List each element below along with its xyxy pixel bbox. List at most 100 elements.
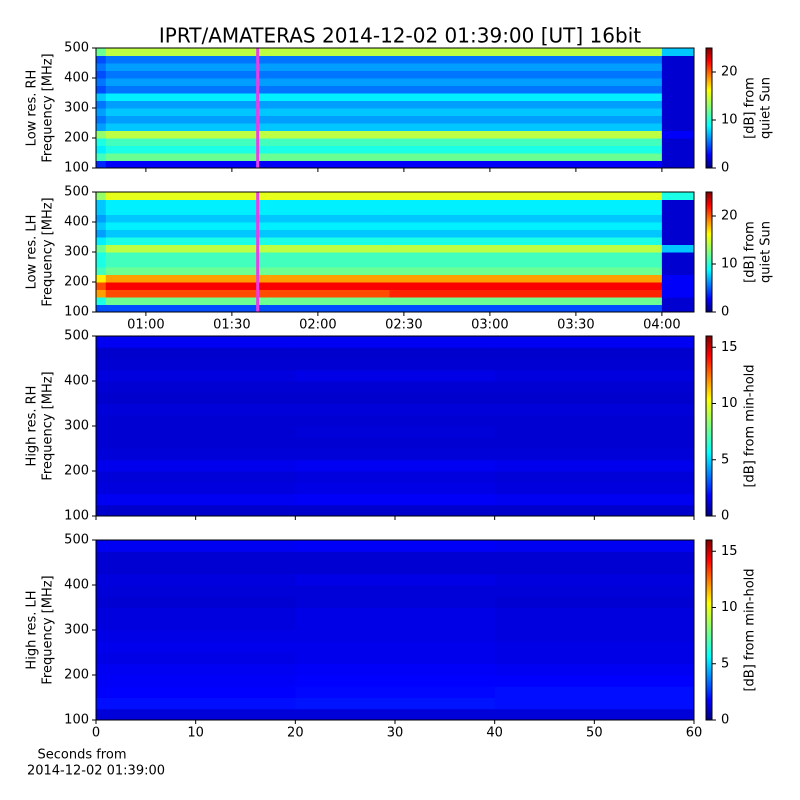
heatmap-cell — [661, 115, 695, 124]
heatmap-cell — [661, 123, 695, 131]
heatmap-cell — [661, 70, 695, 79]
heatmap-cell — [494, 641, 695, 653]
y-tick-label: 500 — [64, 533, 89, 548]
heatmap-cell — [96, 244, 107, 253]
heatmap-cell — [494, 459, 695, 472]
heatmap-cell — [96, 641, 296, 653]
heatmap-cell — [295, 381, 496, 393]
heatmap-cell — [661, 55, 695, 64]
colorbar-tick-label: 20 — [721, 209, 738, 224]
heatmap-cell — [105, 130, 391, 139]
heatmap-cell — [494, 585, 695, 597]
x-tick-label: 02:30 — [385, 318, 422, 333]
heatmap-cell — [295, 369, 496, 382]
colorbar-tick-label: 10 — [721, 257, 738, 272]
heatmap-cell — [494, 414, 695, 427]
heatmap-cell — [295, 347, 496, 359]
heatmap-cell — [96, 392, 296, 404]
heatmap-cell — [295, 504, 496, 517]
heatmap-cell — [389, 282, 663, 290]
heatmap-cell — [295, 471, 496, 483]
heatmap-cell — [661, 100, 695, 109]
heatmap-cell — [105, 138, 391, 146]
y-axis-label: High res. LH — [25, 590, 40, 669]
heatmap-cell — [96, 686, 296, 698]
heatmap-cell — [389, 145, 663, 154]
colorbar-tick-label: 0 — [721, 305, 729, 320]
x-tick-label: 20 — [287, 726, 304, 741]
heatmap-cell — [105, 207, 391, 215]
y-tick-label: 200 — [64, 275, 89, 290]
heatmap-cell — [494, 618, 695, 631]
colorbar-tick-label: 10 — [721, 113, 738, 128]
y-tick-label: 100 — [64, 713, 89, 728]
heatmap-cell — [96, 336, 296, 348]
heatmap-cell — [494, 336, 695, 348]
heatmap-cell — [494, 596, 695, 608]
heatmap-cell — [105, 70, 391, 79]
heatmap-cell — [295, 641, 496, 653]
heatmap-cell — [494, 551, 695, 563]
heatmap-cell — [96, 493, 296, 506]
y-tick-label: 300 — [64, 245, 89, 260]
heatmap-cell — [661, 274, 695, 283]
y-axis-label: Frequency [MHz] — [41, 575, 56, 684]
heatmap-cell — [661, 48, 695, 56]
heatmap-cell — [295, 708, 496, 721]
heatmap-cell — [105, 229, 391, 238]
heatmap-cell — [295, 482, 496, 494]
heatmap-cell — [295, 551, 496, 563]
heatmap-cell — [389, 229, 663, 238]
heatmap-cell — [96, 551, 296, 563]
heatmap-cell — [96, 540, 296, 552]
heatmap-cell — [661, 304, 695, 313]
heatmap-cell — [96, 115, 107, 124]
heatmap-cell — [105, 214, 391, 223]
colorbar-label: [dB] from — [743, 221, 758, 283]
heatmap-cell — [295, 652, 496, 665]
heatmap-cell — [105, 252, 391, 260]
colorbar-label: [dB] from min-hold — [743, 364, 758, 487]
y-tick-label: 100 — [64, 161, 89, 176]
heatmap-cell — [661, 282, 695, 290]
heatmap-cell — [96, 697, 296, 710]
colorbar-tick-label: 0 — [721, 161, 729, 176]
heatmap-cell — [96, 130, 107, 139]
y-tick-label: 500 — [64, 185, 89, 200]
heatmap-cell — [96, 214, 107, 223]
heatmap-cell — [105, 297, 391, 305]
colorbar — [705, 539, 713, 721]
y-tick-label: 300 — [64, 623, 89, 638]
heatmap-cell — [96, 675, 296, 687]
heatmap-cell — [105, 192, 391, 200]
heatmap-cell — [295, 697, 496, 710]
heatmap-cell — [661, 237, 695, 245]
heatmap-cell — [661, 214, 695, 223]
heatmap-cell — [105, 237, 391, 245]
y-tick-label: 300 — [64, 101, 89, 116]
x-tick-label: 04:00 — [643, 318, 680, 333]
heatmap-cell — [96, 414, 296, 427]
y-axis-label: High res. RH — [25, 386, 40, 467]
heatmap-cell — [96, 562, 296, 575]
heatmap-cell — [105, 153, 391, 161]
heatmap-cell — [494, 540, 695, 552]
heatmap-cell — [96, 652, 296, 665]
colorbar-tick-label: 15 — [721, 340, 738, 355]
heatmap-cell — [96, 482, 296, 494]
heatmap-cell — [494, 437, 695, 449]
x-tick-label: 30 — [387, 726, 404, 741]
heatmap-cell — [389, 237, 663, 245]
y-tick-label: 400 — [64, 578, 89, 593]
heatmap-cell — [389, 130, 663, 139]
x-axis-label: 2014-12-02 01:39:00 — [27, 764, 165, 779]
heatmap-cell — [105, 93, 391, 101]
heatmap-cell — [96, 369, 296, 382]
heatmap-cell — [105, 199, 391, 208]
heatmap-cell — [389, 123, 663, 131]
heatmap-cell — [105, 259, 391, 268]
colorbar-label: [dB] from — [743, 77, 758, 139]
heatmap-cell — [295, 607, 496, 620]
colorbar-tick-label: 5 — [721, 452, 729, 467]
heatmap-cell — [494, 686, 695, 698]
